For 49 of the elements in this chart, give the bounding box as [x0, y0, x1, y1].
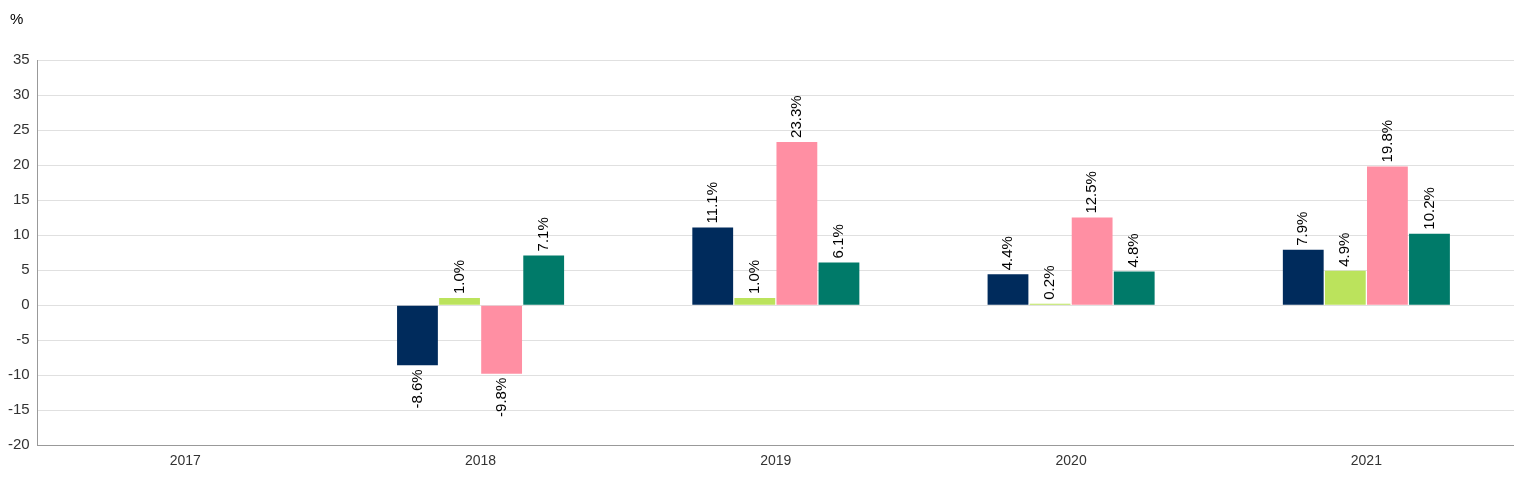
data-label: -9.8% [491, 377, 509, 417]
y-tick-label: -10 [7, 365, 30, 383]
bar [987, 274, 1029, 305]
data-label: -8.6% [407, 369, 425, 409]
y-tick-label: -20 [7, 435, 30, 453]
x-tick-label: 2021 [1350, 452, 1383, 469]
data-label: 0.2% [1040, 265, 1058, 300]
data-label: 1.0% [449, 259, 467, 295]
data-label: 4.4% [998, 236, 1016, 271]
y-tick-label: 10 [12, 225, 30, 243]
x-tick-label: 2017 [169, 452, 202, 469]
y-tick-label: 5 [21, 260, 30, 278]
bar [523, 255, 565, 305]
bar [1324, 270, 1366, 305]
data-label: 10.2% [1419, 187, 1437, 230]
bar [1071, 217, 1113, 305]
bar [776, 141, 818, 305]
data-label: 12.5% [1082, 171, 1100, 214]
data-label: 4.8% [1124, 233, 1142, 268]
y-tick-label: -15 [7, 400, 30, 418]
y-tick-label: 15 [12, 190, 30, 208]
x-tick-label: 2020 [1055, 452, 1087, 469]
data-label: 23.3% [787, 95, 805, 138]
data-label: 11.1% [702, 181, 720, 224]
y-tick-label: -5 [16, 330, 30, 348]
y-tick-label: 0 [21, 295, 30, 313]
x-tick-label: 2018 [465, 452, 497, 469]
data-label: 1.0% [744, 259, 762, 295]
bar [439, 298, 480, 305]
data-label: 19.8% [1377, 119, 1395, 163]
y-tick-label: 20 [12, 155, 30, 173]
bar [1113, 271, 1155, 305]
y-tick-label: 25 [12, 120, 30, 138]
bar [1282, 249, 1324, 305]
y-tick-label: 35 [12, 50, 30, 68]
x-tick-label: 2019 [760, 452, 792, 469]
bar [397, 305, 438, 366]
data-label: 7.9% [1293, 211, 1311, 246]
bar [1409, 233, 1450, 305]
bar [692, 227, 734, 305]
data-label: 7.1% [533, 217, 551, 252]
y-axis-title: % [10, 9, 24, 27]
bar [1367, 166, 1408, 305]
bar [734, 298, 776, 305]
data-label: 6.1% [829, 224, 847, 259]
bar [818, 262, 860, 305]
y-tick-label: 30 [12, 85, 30, 103]
data-label: 4.9% [1335, 232, 1353, 267]
bar [481, 305, 523, 374]
